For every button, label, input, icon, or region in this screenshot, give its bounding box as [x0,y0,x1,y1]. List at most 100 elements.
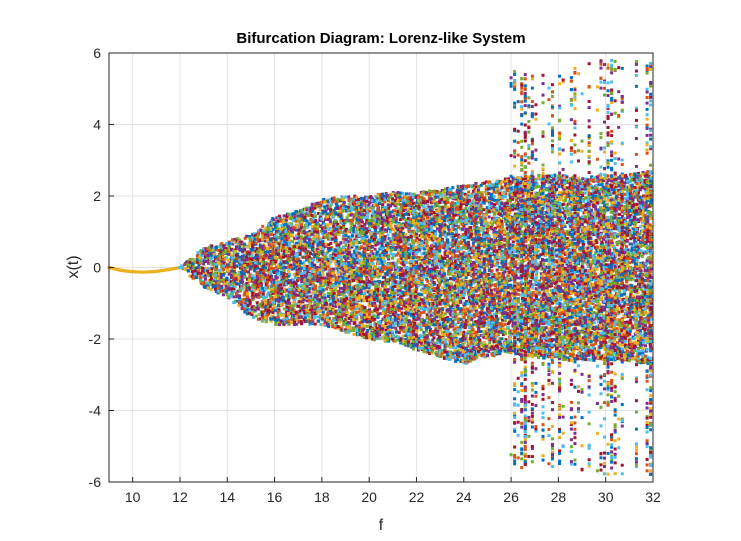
data-point [347,231,350,234]
data-point [256,301,259,304]
data-point [371,246,374,249]
data-point [335,257,338,260]
data-point [311,248,314,251]
data-point [290,321,293,324]
data-point [331,272,334,275]
data-point [201,274,204,277]
data-point [376,311,379,314]
data-point [217,261,220,264]
data-point [360,216,363,219]
data-point [257,232,260,235]
data-point [298,288,301,291]
data-point [324,296,327,299]
data-point [227,269,230,272]
data-point [198,256,201,259]
data-point [342,312,345,315]
data-point [230,287,233,290]
data-point [388,201,391,204]
data-point [276,227,279,230]
data-point [274,256,277,259]
data-point [381,240,384,243]
data-point [357,255,360,258]
data-point [386,288,389,291]
data-point [262,293,265,296]
data-point [362,299,365,302]
data-point [269,295,272,298]
data-point [297,220,300,223]
data-point [266,276,269,279]
data-point [245,235,248,238]
data-point [310,233,313,236]
data-point [272,244,275,247]
data-point [274,309,277,312]
data-point [339,287,342,290]
data-point [320,217,323,220]
data-point [269,271,272,274]
data-point [241,258,244,261]
data-point [253,282,256,285]
data-point [376,212,379,215]
data-point [326,313,329,316]
data-point [337,292,340,295]
data-point [303,271,306,274]
data-point [355,311,358,314]
data-point [246,308,249,311]
data-point [222,244,225,247]
data-point [387,282,390,285]
data-point [185,260,188,263]
data-point [299,252,302,255]
data-point [384,228,387,231]
data-point [316,231,319,234]
data-point [272,267,275,270]
data-point [308,291,311,294]
data-point [228,273,231,276]
data-point [342,204,345,207]
data-point [225,277,228,280]
data-point [349,254,352,257]
data-point [368,284,371,287]
data-point [373,275,376,278]
data-point [379,312,382,315]
data-point [292,296,295,299]
data-point [350,258,353,261]
data-point [227,259,230,262]
data-point [373,292,376,295]
data-point [292,219,295,222]
data-point [346,216,349,219]
data-point [187,269,190,272]
data-point [238,256,241,259]
data-point [324,299,327,302]
data-point [355,300,358,303]
data-point [347,195,350,198]
data-point [342,207,345,210]
data-point [390,296,393,299]
data-point [267,285,270,288]
data-point [277,292,280,295]
data-point [225,290,228,293]
data-point [261,238,264,241]
data-point [362,254,365,257]
data-point [339,256,342,259]
data-point [344,267,347,270]
data-point [365,235,368,238]
data-point [355,249,358,252]
data-point [246,295,249,298]
data-point [300,267,303,270]
data-point [373,298,376,301]
data-point [230,295,233,298]
data-point [288,302,291,305]
data-point [383,276,386,279]
data-point [214,271,217,274]
data-point [363,209,366,212]
data-point [303,216,306,219]
data-point [339,269,342,272]
chart-title: Bifurcation Diagram: Lorenz-like System [236,30,525,47]
data-point [324,255,327,258]
data-point [363,327,366,330]
data-point [327,292,330,295]
data-point [334,220,337,223]
data-point [386,278,389,281]
data-point [295,294,298,297]
data-point [308,299,311,302]
data-point [244,270,247,273]
